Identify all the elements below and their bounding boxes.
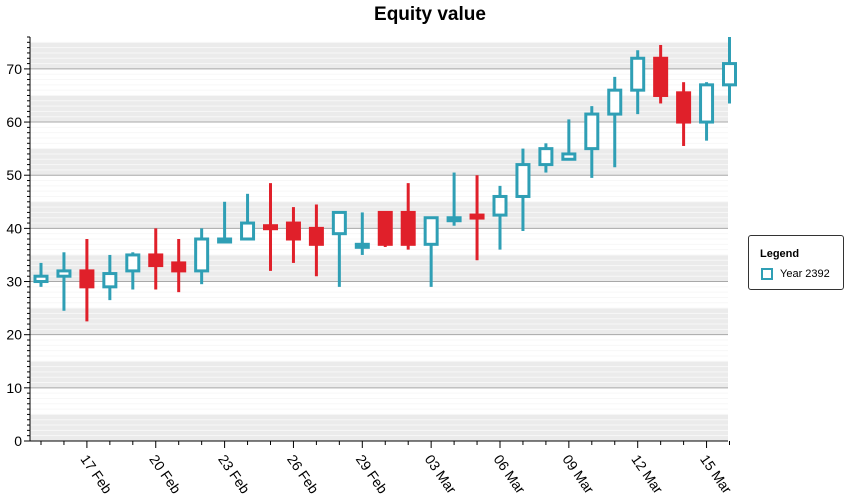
candle-body-up [722, 62, 737, 87]
candlestick [630, 50, 646, 115]
candlestick [354, 212, 370, 255]
candlestick [446, 172, 462, 226]
grid-band [30, 414, 728, 441]
grid-band [30, 95, 728, 123]
legend-title: Legend [760, 248, 800, 260]
candle-body-up [331, 210, 347, 236]
candle-body-up [240, 221, 256, 241]
candlestick [148, 228, 164, 290]
candle-body-up [354, 242, 370, 249]
candle-body-up [607, 88, 623, 116]
candlestick [653, 44, 669, 104]
candle-body-up [194, 237, 210, 273]
candle-body-up [446, 216, 462, 223]
chart-title: Equity value [374, 4, 486, 25]
candlestick [171, 239, 187, 293]
candlestick [538, 143, 554, 173]
candlestick [676, 82, 692, 146]
candlestick [722, 37, 737, 104]
candle-body-up [515, 163, 531, 198]
candle-body-down [263, 224, 278, 231]
legend-series-label: Year 2392 [780, 268, 830, 280]
candle-body-down [400, 210, 416, 246]
candle-body-up [56, 269, 72, 278]
candlestick [240, 193, 256, 241]
x-tick-label: 12 Mar [628, 452, 666, 497]
candlestick [194, 228, 210, 285]
x-tick-label: 26 Feb [284, 452, 322, 497]
candle-body-up [492, 194, 508, 217]
candle-body-up [630, 56, 646, 92]
grid-band [30, 361, 728, 388]
candlestick [331, 210, 347, 287]
y-tick-label: 30 [6, 274, 22, 290]
candle-body-down [171, 261, 187, 273]
x-tick-label: 09 Mar [559, 452, 597, 497]
candle-body-up [699, 83, 715, 124]
candle-body-down [148, 253, 164, 268]
x-tick-label: 15 Mar [697, 452, 735, 497]
y-tick-label: 10 [6, 380, 22, 396]
candle-body-up [217, 237, 233, 244]
candlestick [515, 148, 531, 232]
y-tick-label: 70 [6, 61, 22, 77]
candlestick [217, 201, 233, 244]
candlestick [561, 119, 577, 161]
grid-band [30, 308, 728, 335]
candlestick [400, 183, 416, 250]
legend: Legend Year 2392 [748, 235, 844, 290]
candlestick [33, 262, 49, 287]
candlestick [699, 82, 715, 141]
candlestick [423, 216, 439, 287]
candle-body-up [538, 147, 554, 167]
y-tick-label: 40 [6, 220, 22, 236]
candle-body-down [308, 226, 324, 246]
grid-band [30, 42, 728, 69]
grid-band [30, 148, 728, 176]
candlestick [492, 185, 508, 250]
candle-body-down [377, 210, 393, 246]
candlestick [102, 254, 118, 301]
candlestick [377, 210, 393, 247]
x-tick-label: 23 Feb [215, 452, 253, 497]
horizontal-gridlines [30, 41, 728, 437]
candlestick [79, 239, 95, 322]
grid-band [30, 254, 728, 282]
candle-body-up [584, 112, 600, 151]
x-tick-label: 17 Feb [77, 452, 115, 497]
candle-body-down [676, 91, 692, 124]
candle-body-up [561, 152, 577, 161]
y-tick-label: 50 [6, 167, 22, 183]
legend-swatch-icon [761, 268, 773, 280]
candle-body-up [125, 253, 141, 273]
candlestick [308, 204, 324, 277]
y-tick-label: 0 [14, 433, 22, 449]
candle-body-up [102, 272, 118, 289]
x-tick-label: 20 Feb [146, 452, 184, 497]
x-tick-label: 06 Mar [491, 452, 529, 497]
y-tick-label: 60 [6, 114, 22, 130]
candlestick-series [33, 37, 737, 322]
candle-body-down [79, 269, 95, 289]
candlestick [607, 76, 623, 168]
candlestick [584, 106, 600, 178]
x-tick-label: 03 Mar [422, 452, 460, 497]
x-tick-label: 29 Feb [353, 452, 391, 497]
candlestick [285, 207, 301, 263]
candle-body-down [285, 221, 301, 241]
candle-body-down [653, 56, 669, 97]
candle-body-up [423, 216, 439, 246]
candlestick [263, 183, 278, 271]
candlestick [125, 252, 141, 290]
candle-body-down [469, 213, 485, 220]
candlestick [56, 252, 72, 311]
candle-body-up [33, 274, 49, 284]
y-tick-label: 20 [6, 327, 22, 343]
candlestick [469, 175, 485, 261]
